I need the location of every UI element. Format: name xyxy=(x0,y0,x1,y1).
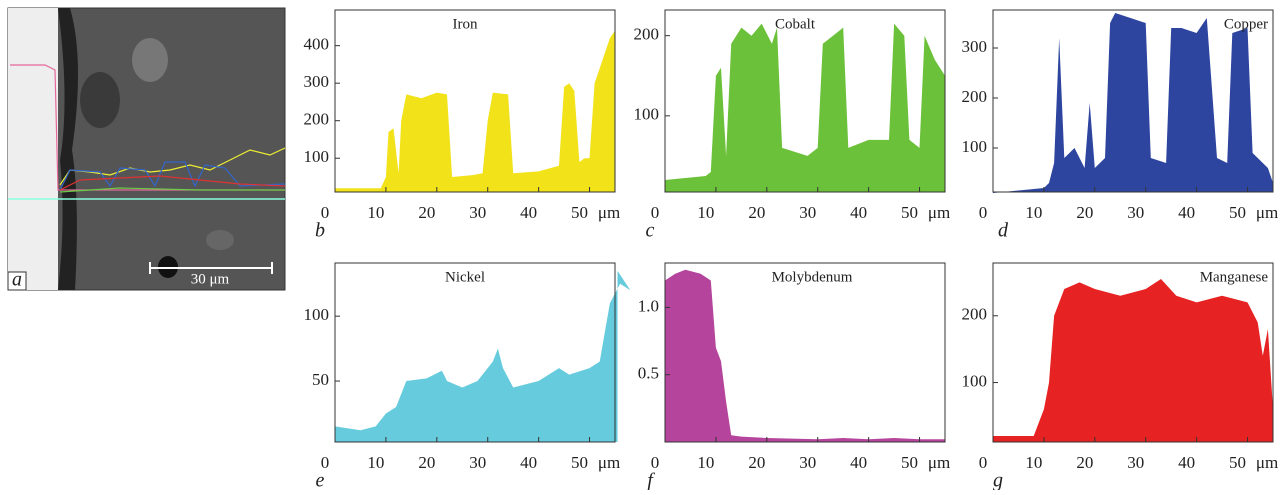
x-tick-label: 50 xyxy=(1229,453,1246,472)
area xyxy=(665,270,945,442)
x-axis-label: μm xyxy=(598,453,620,472)
x-tick-label: 30 xyxy=(799,453,816,472)
y-tick-label: 300 xyxy=(304,72,330,91)
x-tick-label: 0 xyxy=(979,453,988,472)
y-tick-label: 50 xyxy=(312,370,329,389)
x-axis-label: μm xyxy=(1256,203,1278,222)
micrograph: 30 μm a xyxy=(8,8,285,291)
y-tick-label: 100 xyxy=(962,137,988,156)
x-tick-label: 20 xyxy=(418,203,435,222)
y-tick-label: 100 xyxy=(304,147,330,166)
y-tick-label: 400 xyxy=(304,35,330,54)
chart-title: Molybdenum xyxy=(772,269,853,285)
x-tick-label: 10 xyxy=(1025,453,1042,472)
x-tick-label: 50 xyxy=(571,453,588,472)
x-tick-label: 10 xyxy=(367,453,384,472)
x-tick-label: 30 xyxy=(469,203,486,222)
y-tick-label: 100 xyxy=(634,105,660,124)
panel-label: d xyxy=(998,220,1009,242)
panel-label: a xyxy=(12,269,22,291)
area xyxy=(335,31,615,192)
y-tick-label: 1.0 xyxy=(638,296,659,315)
x-axis-label: μm xyxy=(1256,453,1278,472)
x-axis-label: μm xyxy=(928,453,950,472)
x-tick-label: 20 xyxy=(748,203,765,222)
panel-label: f xyxy=(647,470,655,490)
x-tick-label: 10 xyxy=(697,453,714,472)
x-tick-label: 30 xyxy=(469,453,486,472)
x-tick-label: 50 xyxy=(901,203,918,222)
x-tick-label: 20 xyxy=(748,453,765,472)
panel-label: g xyxy=(993,470,1003,490)
x-tick-label: 40 xyxy=(520,453,537,472)
x-tick-label: 30 xyxy=(1127,453,1144,472)
x-tick-label: 20 xyxy=(1076,453,1093,472)
area xyxy=(993,279,1273,442)
x-tick-label: 20 xyxy=(1076,203,1093,222)
x-tick-label: 50 xyxy=(901,453,918,472)
x-tick-label: 50 xyxy=(571,203,588,222)
x-tick-label: 40 xyxy=(850,203,867,222)
x-tick-label: 30 xyxy=(799,203,816,222)
panel-label: c xyxy=(646,220,655,242)
x-axis-label: μm xyxy=(928,203,950,222)
figure: 30 μm a 10020030040001020304050μmIronb10… xyxy=(0,0,1288,490)
area xyxy=(993,13,1273,193)
x-tick-label: 10 xyxy=(1025,203,1042,222)
x-tick-label: 10 xyxy=(367,203,384,222)
area xyxy=(335,271,630,442)
panel-label: e xyxy=(316,470,325,490)
area xyxy=(665,24,945,192)
x-tick-label: 40 xyxy=(1178,203,1195,222)
x-tick-label: 40 xyxy=(520,203,537,222)
y-tick-label: 0.5 xyxy=(638,364,659,383)
chart-title: Nickel xyxy=(445,269,485,285)
chart-title: Iron xyxy=(453,16,478,32)
chart-title: Cobalt xyxy=(775,16,816,32)
y-tick-label: 200 xyxy=(962,305,988,324)
y-tick-label: 300 xyxy=(962,37,988,56)
panel-label: b xyxy=(315,220,325,242)
y-tick-label: 100 xyxy=(304,305,330,324)
chart-title: Copper xyxy=(1224,16,1268,32)
x-tick-label: 0 xyxy=(979,203,988,222)
x-tick-label: 40 xyxy=(850,453,867,472)
y-tick-label: 200 xyxy=(962,87,988,106)
y-tick-label: 200 xyxy=(634,25,660,44)
chart-title: Manganese xyxy=(1200,269,1269,285)
x-tick-label: 50 xyxy=(1229,203,1246,222)
x-tick-label: 30 xyxy=(1127,203,1144,222)
y-tick-label: 100 xyxy=(962,371,988,390)
x-axis-label: μm xyxy=(598,203,620,222)
x-tick-label: 40 xyxy=(1178,453,1195,472)
scale-bar-label: 30 μm xyxy=(191,271,230,287)
page: 30 μm a 10020030040001020304050μmIronb10… xyxy=(0,0,1288,495)
y-tick-label: 200 xyxy=(304,110,330,129)
x-tick-label: 10 xyxy=(697,203,714,222)
x-tick-label: 20 xyxy=(418,453,435,472)
